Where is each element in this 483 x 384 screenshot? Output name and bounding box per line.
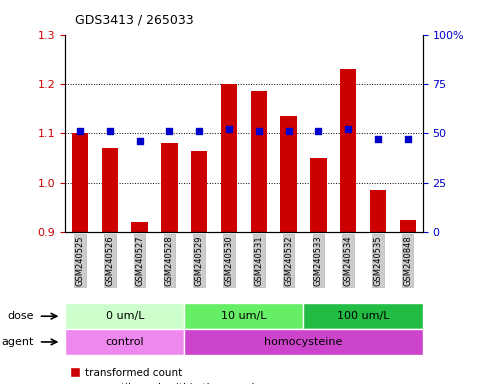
Point: [344, 126, 352, 132]
Bar: [72, 134, 88, 232]
Point: [76, 128, 84, 134]
Point: [374, 136, 382, 142]
Point: [106, 128, 114, 134]
Text: dose: dose: [7, 311, 34, 321]
Text: control: control: [105, 337, 144, 347]
Bar: [281, 116, 297, 232]
Point: [166, 128, 173, 134]
Point: [314, 128, 322, 134]
Text: 100 um/L: 100 um/L: [337, 311, 389, 321]
Point: [285, 128, 293, 134]
Bar: [102, 148, 118, 232]
Bar: [131, 222, 148, 232]
Point: [404, 136, 412, 142]
Text: 0 um/L: 0 um/L: [105, 311, 144, 321]
Bar: [221, 84, 237, 232]
Bar: [191, 151, 207, 232]
Bar: [251, 91, 267, 232]
Point: [136, 138, 143, 144]
Point: [255, 128, 263, 134]
Bar: [161, 143, 178, 232]
Bar: [340, 69, 356, 232]
Point: [195, 128, 203, 134]
Text: agent: agent: [1, 337, 34, 347]
Legend: transformed count, percentile rank within the sample: transformed count, percentile rank withi…: [66, 364, 266, 384]
Point: [225, 126, 233, 132]
Text: homocysteine: homocysteine: [264, 337, 342, 347]
Bar: [370, 190, 386, 232]
Bar: [310, 158, 327, 232]
Text: GDS3413 / 265033: GDS3413 / 265033: [75, 14, 194, 27]
Bar: [399, 220, 416, 232]
Text: 10 um/L: 10 um/L: [221, 311, 267, 321]
